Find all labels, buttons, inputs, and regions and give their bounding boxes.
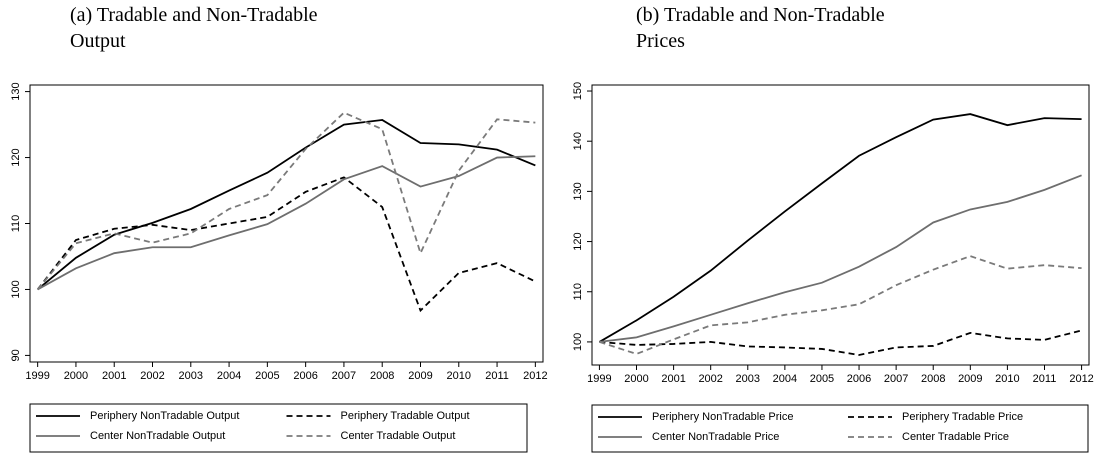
legend-label: Periphery NonTradable Price (652, 411, 793, 423)
legend-label: Periphery Tradable Price (902, 411, 1023, 423)
plot-frame (591, 84, 1090, 366)
legend-label: Periphery NonTradable Output (90, 410, 239, 422)
data-line (598, 113, 1082, 343)
y-tick-label: 150 (572, 82, 584, 100)
data-line (599, 255, 1082, 355)
x-tick-label: 2010 (995, 373, 1019, 385)
x-tick-label: 2005 (255, 370, 279, 382)
x-tick-label: 2003 (736, 373, 760, 385)
x-tick-label: 2009 (958, 373, 982, 385)
x-tick-label: 1999 (25, 370, 49, 382)
x-tick-label: 2012 (1069, 373, 1093, 385)
x-tick-label: 2008 (921, 373, 945, 385)
x-tick-label: 2011 (485, 370, 509, 382)
x-tick-label: 2004 (217, 370, 241, 382)
y-tick-label: 110 (572, 283, 584, 301)
y-tick-label: 100 (572, 333, 584, 351)
x-tick-label: 2007 (884, 373, 908, 385)
x-tick-label: 2005 (810, 373, 834, 385)
chart-title: (a) Tradable and Non-Tradable Output (70, 4, 318, 52)
x-tick-label: 2002 (698, 373, 722, 385)
y-tick-label: 110 (10, 215, 22, 233)
legend-label: Periphery Tradable Output (341, 410, 470, 422)
legend-label: Center Tradable Price (902, 431, 1009, 443)
x-tick-label: 2000 (624, 373, 648, 385)
x-tick-label: 2001 (102, 370, 126, 382)
legend-label: Center Tradable Output (341, 430, 456, 442)
y-tick-label: 140 (572, 132, 584, 150)
legend-box (29, 403, 528, 453)
data-line (37, 155, 536, 291)
y-tick-label: 100 (10, 280, 22, 298)
x-tick-label: 2010 (447, 370, 471, 382)
x-tick-label: 2003 (179, 370, 203, 382)
y-tick-label: 120 (572, 232, 584, 250)
data-line (36, 176, 536, 313)
x-tick-label: 2001 (661, 373, 685, 385)
x-tick-label: 2007 (332, 370, 356, 382)
x-tick-label: 2009 (408, 370, 432, 382)
legend-label: Center NonTradable Output (90, 430, 225, 442)
legend-label: Center NonTradable Price (652, 431, 779, 443)
y-tick-label: 130 (572, 182, 584, 200)
x-tick-label: 2006 (293, 370, 317, 382)
data-line (599, 329, 1082, 356)
x-tick-label: 2006 (847, 373, 871, 385)
y-tick-label: 130 (10, 82, 22, 100)
x-tick-label: 2012 (523, 370, 547, 382)
data-line (36, 111, 536, 291)
x-tick-label: 2008 (370, 370, 394, 382)
chart-title: (b) Tradable and Non-Tradable Prices (636, 4, 885, 52)
legend-box (591, 404, 1089, 453)
y-tick-label: 90 (10, 349, 22, 361)
x-tick-label: 2004 (773, 373, 797, 385)
plot-frame (29, 84, 544, 363)
x-tick-label: 1999 (587, 373, 611, 385)
x-tick-label: 2011 (1033, 373, 1057, 385)
x-tick-label: 2002 (140, 370, 164, 382)
y-tick-label: 120 (10, 148, 22, 166)
data-line (599, 174, 1082, 343)
data-line (37, 119, 536, 291)
x-tick-label: 2000 (64, 370, 88, 382)
